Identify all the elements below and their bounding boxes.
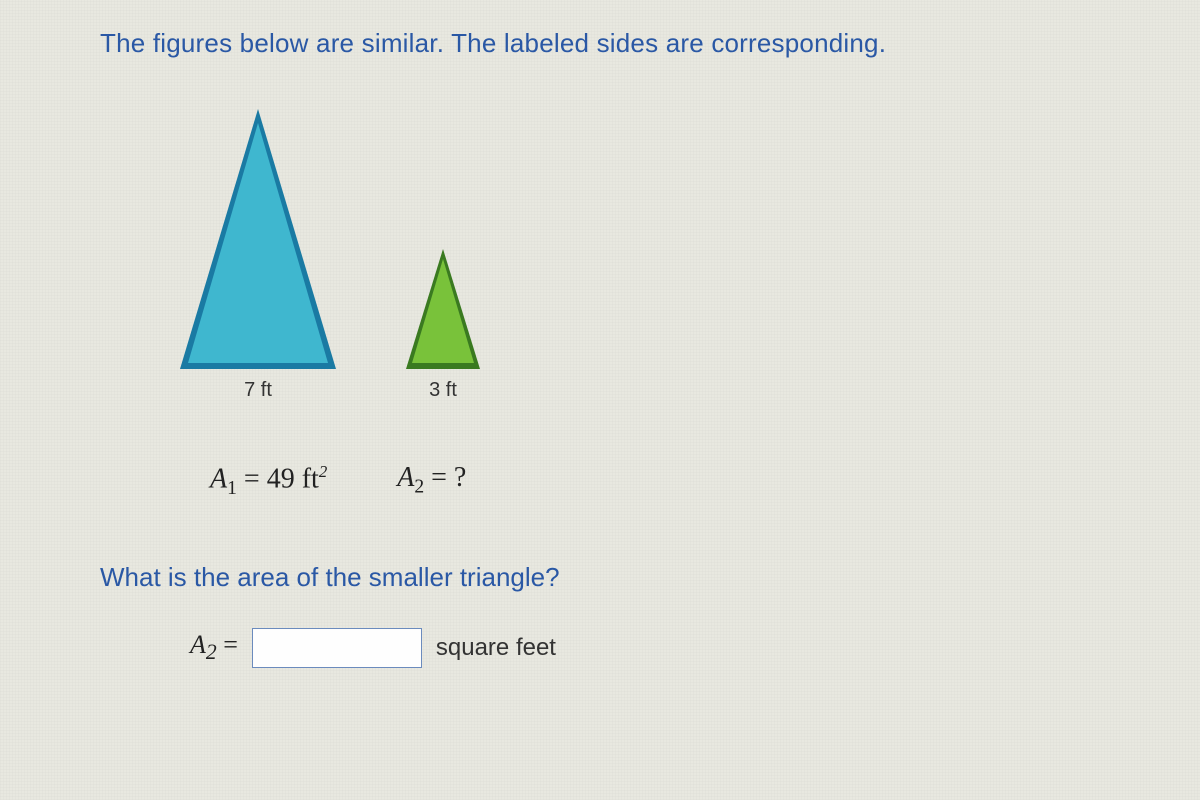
answer-input[interactable] xyxy=(252,628,422,668)
answer-lhs: A2 = xyxy=(190,630,238,665)
area-2-label: A2 = ? xyxy=(397,462,466,500)
prompt-text: The figures below are similar. The label… xyxy=(100,28,1130,59)
answer-unit: square feet xyxy=(436,634,556,662)
triangle-small xyxy=(406,249,480,369)
triangle-small-wrap: 3 ft xyxy=(406,249,480,402)
problem-container: The figures below are similar. The label… xyxy=(0,0,1200,708)
areas-row: A1 = 49 ft2 A2 = ? xyxy=(210,462,1130,500)
triangle-large xyxy=(180,109,336,369)
answer-row: A2 = square feet xyxy=(190,628,1130,668)
area-1-label: A1 = 49 ft2 xyxy=(210,462,327,500)
triangle-small-side-label: 3 ft xyxy=(429,379,457,402)
triangle-large-side-label: 7 ft xyxy=(244,379,272,402)
triangle-large-wrap: 7 ft xyxy=(180,109,336,402)
question-text: What is the area of the smaller triangle… xyxy=(100,562,1130,593)
figures-row: 7 ft 3 ft xyxy=(180,109,1130,402)
